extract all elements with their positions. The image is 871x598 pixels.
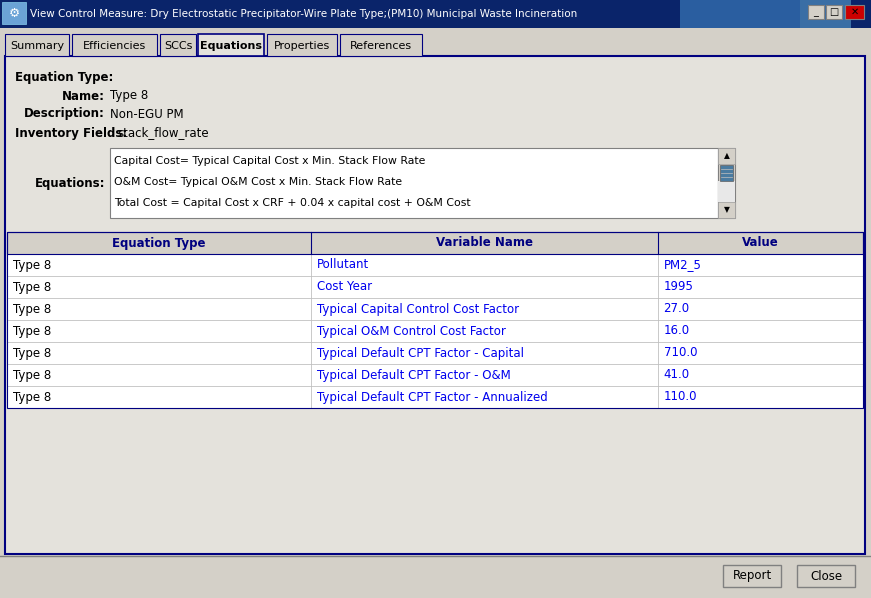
- Text: 110.0: 110.0: [664, 390, 697, 404]
- Text: Type 8: Type 8: [13, 303, 51, 316]
- Text: ▼: ▼: [724, 206, 729, 215]
- Text: Type 8: Type 8: [13, 346, 51, 359]
- Text: stack_flow_rate: stack_flow_rate: [117, 127, 209, 139]
- Bar: [826, 5, 842, 19]
- Text: Cost Year: Cost Year: [317, 280, 372, 294]
- Text: ⚙: ⚙: [9, 7, 20, 20]
- Text: Total Cost = Capital Cost x CRF + 0.04 x capital cost + O&M Cost: Total Cost = Capital Cost x CRF + 0.04 x…: [114, 198, 470, 208]
- Bar: [7, 298, 863, 320]
- Bar: [7, 232, 863, 254]
- Text: □: □: [829, 7, 839, 17]
- Text: References: References: [350, 41, 412, 51]
- Text: ▲: ▲: [724, 151, 729, 160]
- Text: Inventory Fields:: Inventory Fields:: [15, 127, 127, 139]
- Text: Name:: Name:: [62, 90, 105, 102]
- Bar: [7, 254, 863, 276]
- Bar: [0, 0, 871, 28]
- Text: Typical Default CPT Factor - Annualized: Typical Default CPT Factor - Annualized: [317, 390, 548, 404]
- Bar: [7, 232, 863, 408]
- Bar: [720, 165, 733, 181]
- Bar: [72, 34, 157, 56]
- Bar: [718, 181, 735, 202]
- Text: SCCs: SCCs: [164, 41, 192, 51]
- Bar: [198, 34, 264, 56]
- Bar: [845, 5, 864, 19]
- Bar: [7, 342, 863, 364]
- Text: Type 8: Type 8: [13, 390, 51, 404]
- Bar: [2, 2, 26, 24]
- Text: Pollutant: Pollutant: [317, 258, 369, 271]
- Text: Type 8: Type 8: [110, 90, 148, 102]
- Bar: [7, 320, 863, 342]
- Text: PM2_5: PM2_5: [664, 258, 701, 271]
- Bar: [340, 34, 422, 56]
- Text: Type 8: Type 8: [13, 280, 51, 294]
- Bar: [160, 34, 196, 56]
- Text: Typical Default CPT Factor - O&M: Typical Default CPT Factor - O&M: [317, 368, 510, 382]
- Text: 1995: 1995: [664, 280, 693, 294]
- Text: 27.0: 27.0: [664, 303, 690, 316]
- Bar: [723, 565, 781, 587]
- Bar: [7, 386, 863, 408]
- Text: Variable Name: Variable Name: [436, 236, 533, 249]
- Bar: [680, 0, 800, 28]
- Text: Report: Report: [733, 569, 772, 582]
- Bar: [718, 148, 735, 218]
- Bar: [808, 5, 824, 19]
- Text: Type 8: Type 8: [13, 325, 51, 337]
- Text: Type 8: Type 8: [13, 368, 51, 382]
- Text: Properties: Properties: [273, 41, 330, 51]
- Text: 41.0: 41.0: [664, 368, 690, 382]
- Text: Capital Cost= Typical Capital Cost x Min. Stack Flow Rate: Capital Cost= Typical Capital Cost x Min…: [114, 156, 425, 166]
- Bar: [718, 202, 735, 218]
- Text: Equation Type:: Equation Type:: [15, 71, 113, 84]
- Text: Equation Type: Equation Type: [112, 236, 206, 249]
- Text: Type 8: Type 8: [13, 258, 51, 271]
- Text: Value: Value: [742, 236, 779, 249]
- Text: _: _: [814, 7, 819, 17]
- Bar: [267, 34, 337, 56]
- Text: O&M Cost= Typical O&M Cost x Min. Stack Flow Rate: O&M Cost= Typical O&M Cost x Min. Stack …: [114, 177, 402, 187]
- Text: Typical Default CPT Factor - Capital: Typical Default CPT Factor - Capital: [317, 346, 523, 359]
- Text: Non-EGU PM: Non-EGU PM: [110, 108, 184, 121]
- Bar: [0, 32, 871, 60]
- Text: View Control Measure: Dry Electrostatic Precipitator-Wire Plate Type;(PM10) Muni: View Control Measure: Dry Electrostatic …: [30, 9, 577, 19]
- Bar: [5, 34, 69, 56]
- Text: Close: Close: [810, 569, 842, 582]
- Bar: [797, 565, 855, 587]
- Text: 16.0: 16.0: [664, 325, 690, 337]
- Bar: [7, 276, 863, 298]
- Text: Equations: Equations: [200, 41, 262, 51]
- Bar: [5, 56, 865, 554]
- Text: Description:: Description:: [24, 108, 105, 121]
- Bar: [680, 0, 851, 28]
- Bar: [110, 148, 718, 218]
- Text: Efficiencies: Efficiencies: [83, 41, 146, 51]
- Text: 710.0: 710.0: [664, 346, 697, 359]
- Bar: [7, 364, 863, 386]
- Bar: [718, 148, 735, 164]
- Text: ✕: ✕: [850, 7, 859, 17]
- Text: Summary: Summary: [10, 41, 64, 51]
- Text: Typical O&M Control Cost Factor: Typical O&M Control Cost Factor: [317, 325, 506, 337]
- Text: Equations:: Equations:: [35, 176, 105, 190]
- Text: Typical Capital Control Cost Factor: Typical Capital Control Cost Factor: [317, 303, 519, 316]
